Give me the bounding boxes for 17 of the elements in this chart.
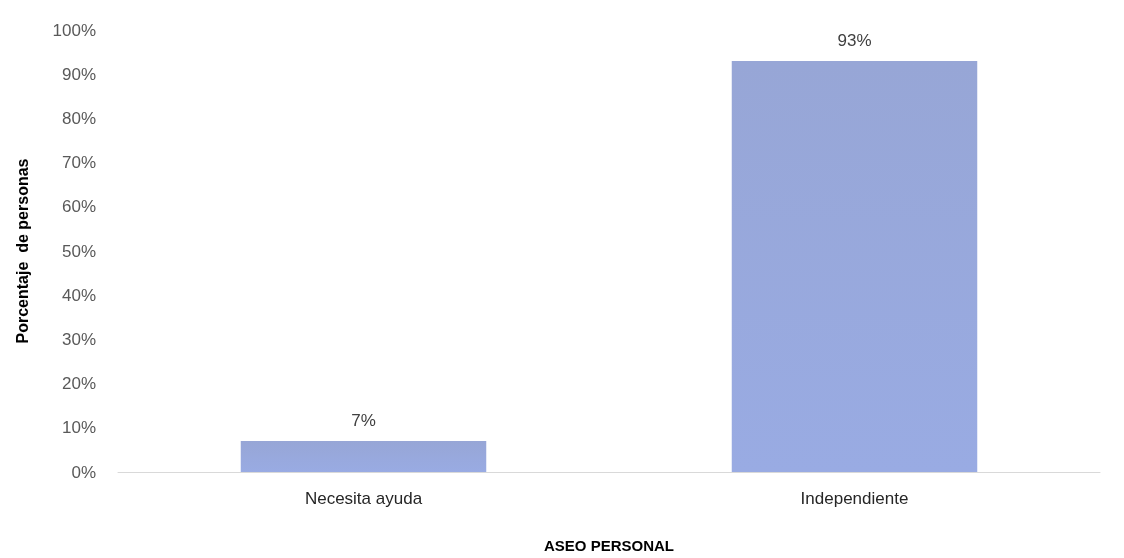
y-tick-label: 50%	[61, 241, 96, 261]
y-tick-label: 30%	[61, 329, 96, 349]
y-tick-label: 10%	[61, 418, 96, 438]
x-axis-title: ASEO PERSONAL	[543, 537, 675, 554]
y-tick-label: 100%	[52, 20, 96, 40]
data-label: 7%	[351, 411, 376, 431]
data-label: 93%	[837, 30, 872, 50]
x-tick-label: Necesita ayuda	[304, 489, 423, 508]
y-tick-label: 70%	[61, 153, 96, 173]
y-tick-label: 40%	[61, 285, 96, 305]
y-tick-label: 80%	[61, 108, 96, 128]
y-tick-label: 60%	[61, 197, 96, 217]
y-tick-label: 20%	[61, 374, 96, 394]
x-tick-label: Independiente	[800, 489, 909, 508]
y-tick-label: 0%	[71, 462, 96, 482]
y-axis-title: Porcentaje de personas	[13, 158, 31, 344]
y-tick-label: 90%	[61, 64, 96, 84]
